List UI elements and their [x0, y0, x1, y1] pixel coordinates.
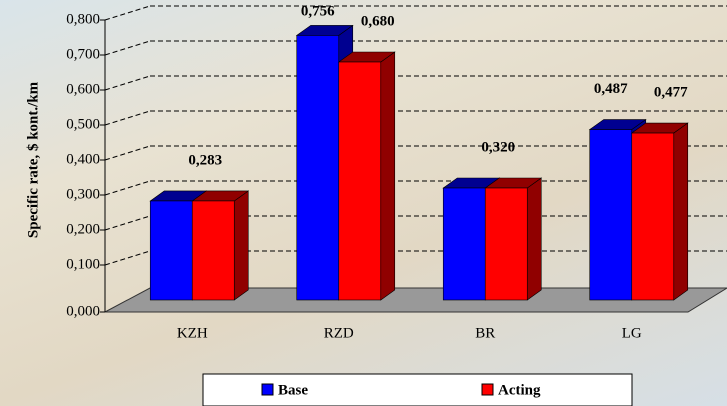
y-axis-label: Specific rate, $ kont./km	[25, 81, 41, 238]
bar	[590, 130, 632, 300]
legend-label: Acting	[498, 382, 541, 398]
bar-side	[674, 123, 688, 300]
bar	[192, 201, 234, 300]
x-tick-label: BR	[475, 325, 495, 341]
bar	[297, 35, 339, 300]
y-tick-label: 0,200	[66, 221, 100, 237]
x-tick-label: LG	[622, 325, 642, 341]
y-tick-label: 0,500	[66, 116, 100, 132]
grid-line	[105, 181, 150, 195]
grid-line	[105, 111, 150, 125]
bar-side	[381, 52, 395, 300]
bar-side	[527, 178, 541, 300]
bar-side	[234, 191, 248, 300]
page: Specific rate, $ kont./km 0,000 0,100 0,20…	[0, 0, 727, 406]
grid-line	[105, 41, 150, 55]
x-tick-label: RZD	[324, 325, 354, 341]
y-tick-label: 0,000	[66, 303, 100, 319]
x-tick-label: KZH	[177, 325, 208, 341]
grid-line	[105, 146, 150, 160]
value-label: 0,283	[188, 152, 222, 168]
value-label: 0,487	[594, 81, 628, 97]
value-label: 0,477	[654, 84, 688, 100]
y-tick-label: 0,400	[66, 151, 100, 167]
bar	[632, 133, 674, 300]
y-tick-label: 0,300	[66, 186, 100, 202]
value-label: 0,680	[361, 13, 395, 29]
legend-marker	[262, 384, 273, 395]
y-tick-label: 0,800	[66, 11, 100, 27]
value-label: 0,756	[301, 3, 335, 19]
bar	[339, 62, 381, 300]
grid-line	[105, 76, 150, 90]
y-tick-label: 0,100	[66, 256, 100, 272]
bar	[443, 188, 485, 300]
legend-marker	[482, 384, 493, 395]
grid-line	[105, 6, 150, 20]
bar	[150, 201, 192, 300]
y-tick-label: 0,700	[66, 46, 100, 62]
grid-line	[105, 251, 150, 265]
value-label: 0,320	[481, 139, 515, 155]
grid-line	[105, 216, 150, 230]
y-tick-label: 0,600	[66, 81, 100, 97]
legend-label: Base	[278, 382, 308, 398]
bar	[485, 188, 527, 300]
chart: Specific rate, $ kont./km 0,000 0,100 0,20…	[0, 0, 727, 406]
